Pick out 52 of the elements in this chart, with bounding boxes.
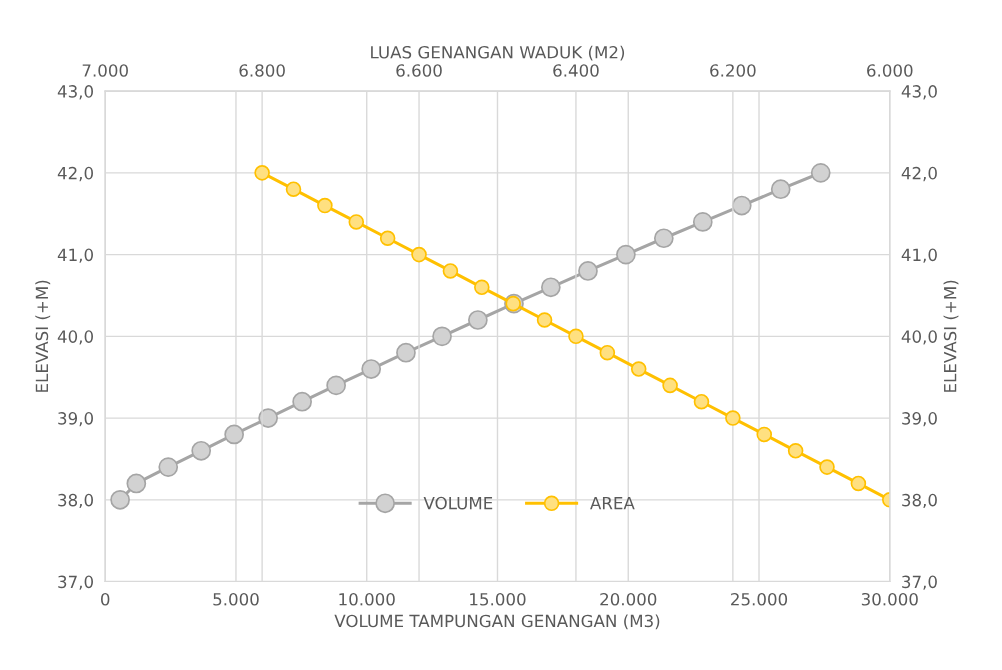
- x2-tick-label: 7.000: [82, 64, 128, 77]
- y2-tick-label: 39,0: [902, 412, 937, 427]
- x-tick-label: 0: [101, 592, 110, 606]
- point: [616, 244, 636, 265]
- y2-tick-label: 42,0: [901, 166, 937, 182]
- point: [326, 375, 346, 396]
- y2-tick-label: 40,0: [901, 330, 937, 345]
- x2-tick-label: 6.800: [239, 64, 285, 77]
- point: [224, 424, 245, 445]
- x2-tick-label: 6.200: [710, 64, 756, 77]
- y-tick-label: 38,0: [58, 493, 93, 509]
- point: [731, 195, 752, 216]
- x-tick-label: 20.000: [600, 592, 657, 606]
- y-tick-label: 40,0: [57, 330, 93, 345]
- y2-axis-title: ELEVASI (+M): [943, 280, 959, 392]
- y-tick-label: 41,0: [57, 248, 93, 263]
- y-tick-label: 43,0: [57, 85, 93, 100]
- x-tick-label: 10.000: [339, 592, 395, 606]
- x-tick-label: 15.000: [470, 592, 526, 606]
- point: [110, 489, 130, 510]
- y2-tick-label: 41,0: [901, 248, 937, 263]
- y2-tick-label: 37,0: [902, 575, 937, 590]
- x2-tick-label: 6.400: [553, 64, 599, 77]
- point: [578, 261, 598, 281]
- y2-tick-label: 43,0: [901, 85, 937, 100]
- point: [770, 179, 791, 200]
- point: [692, 212, 713, 232]
- legend-label: VOLUME: [423, 496, 493, 510]
- x-tick-label: 5.000: [213, 592, 259, 606]
- point: [810, 162, 831, 183]
- y-tick-label: 42,0: [57, 166, 93, 182]
- y-axis-title: ELEVASI (+M): [35, 280, 51, 392]
- x-axis-title: VOLUME TAMPUNGAN GENANGAN (M3): [334, 614, 660, 630]
- x2-tick-label: 6.600: [396, 64, 442, 77]
- y-tick-label: 37,0: [58, 575, 93, 590]
- y2-tick-label: 38,0: [902, 493, 937, 509]
- x-tick-label: 25.000: [731, 592, 788, 606]
- x2-axis-title: LUAS GENANGAN WADUK (M2): [371, 45, 625, 61]
- x2-tick-label: 6.000: [867, 64, 913, 77]
- point: [432, 326, 452, 347]
- point: [191, 440, 212, 461]
- point: [292, 391, 312, 412]
- x-tick-label: 30.000: [861, 592, 918, 606]
- point: [468, 310, 488, 330]
- legend-label: AREA: [590, 496, 635, 510]
- point: [126, 473, 147, 494]
- point: [653, 228, 674, 249]
- point: [361, 359, 382, 379]
- point: [540, 277, 561, 298]
- point: [396, 342, 416, 363]
- point: [158, 457, 179, 477]
- y-tick-label: 39,0: [58, 412, 93, 427]
